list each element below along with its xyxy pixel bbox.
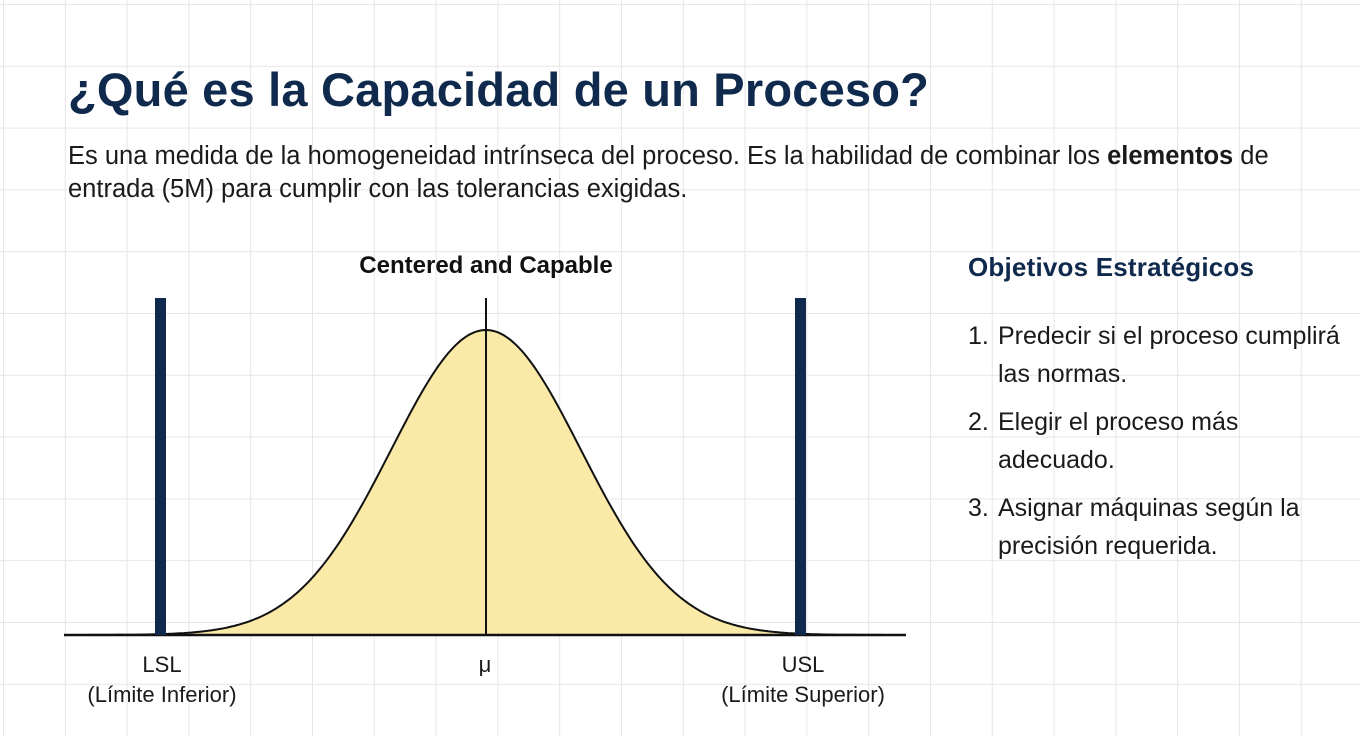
objectives-heading: Objetivos Estratégicos — [968, 252, 1255, 282]
intro-text-end: de entrada (5M) para cumplir con las tol… — [68, 142, 1269, 203]
chart-title: Centered and Capable — [359, 252, 613, 279]
lsl-description: (Límite Inferior) — [87, 682, 237, 707]
objectives-panel: Objetivos Estratégicos 1. Predecir si el … — [968, 252, 1348, 575]
page-title: ¿Qué es la Capacidad de un Proceso? — [68, 63, 930, 116]
lsl-limit-bar — [155, 298, 166, 635]
objectives-list: 1. Predecir si el proceso cumplirá las no… — [968, 317, 1348, 565]
objective-number: 2. — [968, 408, 989, 436]
intro-paragraph: Es una medida de la homogeneidad intríns… — [68, 140, 1328, 206]
usl-description: (Límite Superior) — [721, 682, 885, 707]
lsl-label: LSL — [142, 652, 182, 677]
objective-text: Asignar máquinas según la precisión requ… — [998, 494, 1300, 560]
lsl-label-group: LSL (Límite Inferior) — [62, 650, 262, 710]
usl-label: USL — [781, 652, 825, 677]
objective-item: 1. Predecir si el proceso cumplirá las no… — [968, 317, 1348, 393]
objective-text: Elegir el proceso más adecuado. — [998, 408, 1239, 474]
objective-text: Predecir si el proceso cumplirá las norm… — [998, 322, 1340, 388]
objective-number: 3. — [968, 494, 989, 522]
usl-limit-bar — [795, 298, 806, 635]
mean-label: μ — [478, 652, 492, 677]
objective-item: 3. Asignar máquinas según la precisión re… — [968, 489, 1348, 565]
capability-chart: Centered and Capable LSL (Límite Inferio… — [0, 240, 940, 736]
objective-item: 2. Elegir el proceso más adecuado. — [968, 403, 1348, 479]
intro-text-start: Es una medida de la homogeneidad intríns… — [68, 142, 1108, 170]
intro-bold-term: elementos — [1107, 142, 1234, 170]
capability-chart-svg — [64, 298, 906, 637]
objective-number: 1. — [968, 322, 989, 350]
usl-label-group: USL (Límite Superior) — [698, 650, 908, 710]
